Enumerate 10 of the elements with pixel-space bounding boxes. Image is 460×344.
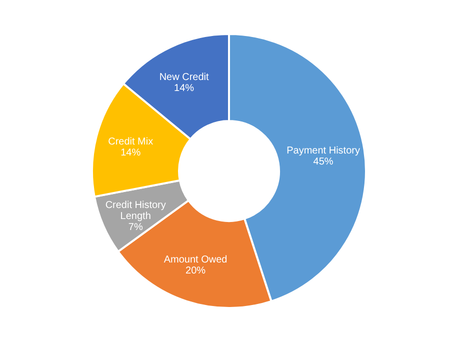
data-label: 45% — [313, 156, 334, 168]
slice-label: New Credit — [159, 72, 210, 83]
slice-label: Amount Owed — [164, 254, 228, 266]
data-label: 7% — [128, 222, 143, 234]
slice-label: Payment History — [286, 146, 360, 157]
data-label: 14% — [174, 82, 194, 94]
data-label: 20% — [186, 266, 206, 277]
slice-label: Credit Mix — [108, 136, 154, 148]
slice-label: Credit History Length — [105, 200, 166, 222]
data-label: 14% — [120, 148, 141, 159]
